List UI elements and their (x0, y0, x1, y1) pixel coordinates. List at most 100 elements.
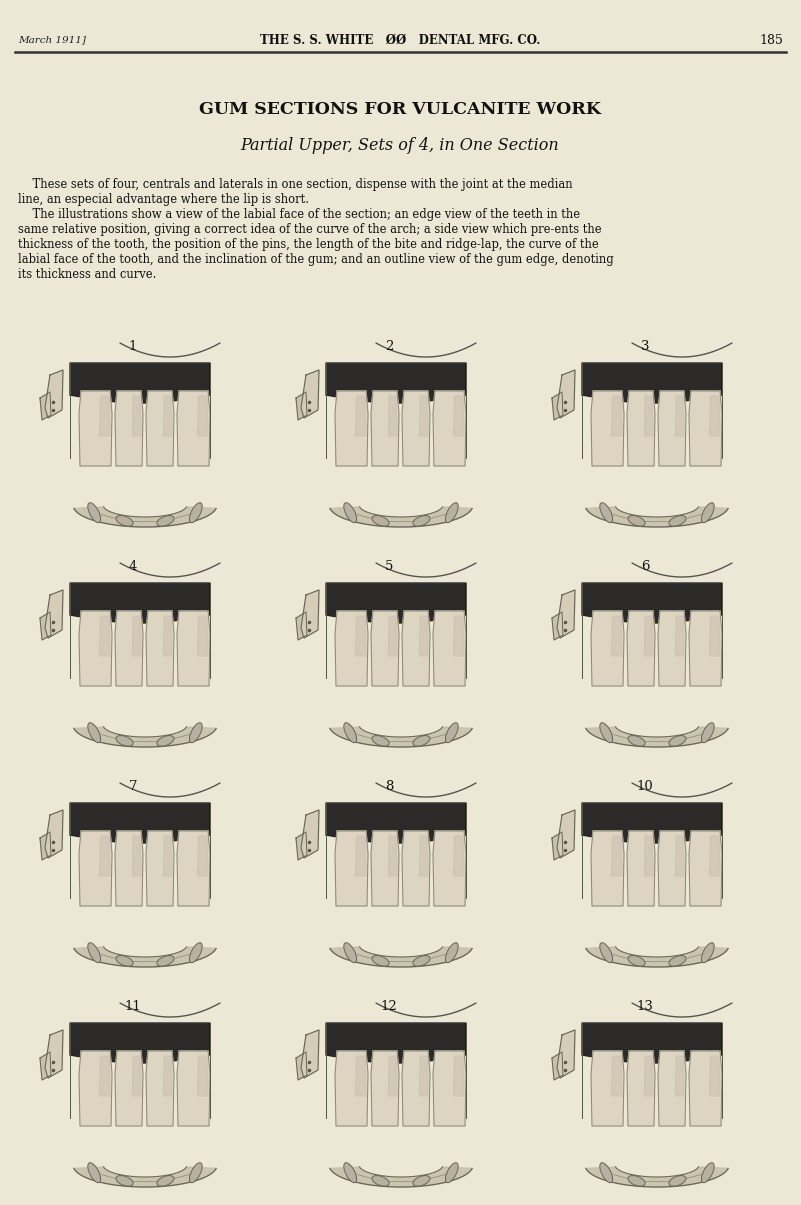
Polygon shape (453, 836, 464, 876)
Ellipse shape (600, 1163, 613, 1183)
Polygon shape (326, 583, 466, 623)
Ellipse shape (628, 956, 645, 966)
Ellipse shape (116, 735, 133, 746)
Text: 1: 1 (129, 341, 137, 353)
Ellipse shape (372, 1176, 389, 1186)
Text: 11: 11 (125, 1000, 141, 1013)
Polygon shape (326, 1023, 466, 1063)
Polygon shape (557, 1030, 575, 1078)
Polygon shape (99, 616, 110, 656)
Polygon shape (420, 616, 428, 656)
Polygon shape (658, 390, 686, 466)
Text: The illustrations show a view of the labial face of the section; an edge view of: The illustrations show a view of the lab… (18, 208, 580, 221)
Polygon shape (402, 390, 430, 466)
Ellipse shape (628, 735, 645, 746)
Polygon shape (198, 616, 208, 656)
Text: 2: 2 (384, 341, 393, 353)
Polygon shape (177, 611, 210, 686)
Polygon shape (301, 1030, 319, 1078)
Polygon shape (371, 1051, 399, 1125)
Polygon shape (40, 831, 51, 860)
Ellipse shape (157, 956, 174, 966)
Polygon shape (45, 810, 63, 858)
Polygon shape (132, 1056, 141, 1097)
Polygon shape (79, 831, 112, 906)
Polygon shape (74, 727, 216, 747)
Polygon shape (296, 831, 307, 860)
Polygon shape (433, 831, 466, 906)
Polygon shape (115, 390, 143, 466)
Ellipse shape (702, 942, 714, 963)
Polygon shape (115, 1051, 143, 1125)
Polygon shape (552, 612, 563, 640)
Text: THE S. S. WHITE   ØØ   DENTAL MFG. CO.: THE S. S. WHITE ØØ DENTAL MFG. CO. (260, 34, 540, 47)
Text: These sets of four, centrals and laterals in one section, dispense with the join: These sets of four, centrals and lateral… (18, 178, 573, 192)
Ellipse shape (189, 502, 202, 523)
Ellipse shape (600, 723, 613, 742)
Ellipse shape (189, 1163, 202, 1183)
Polygon shape (74, 947, 216, 966)
Polygon shape (330, 727, 472, 747)
Polygon shape (371, 831, 399, 906)
Ellipse shape (669, 1176, 686, 1186)
Polygon shape (552, 1052, 563, 1080)
Polygon shape (330, 947, 472, 966)
Polygon shape (591, 611, 624, 686)
Polygon shape (644, 1056, 653, 1097)
Polygon shape (330, 507, 472, 527)
Polygon shape (198, 1056, 208, 1097)
Polygon shape (689, 611, 722, 686)
Polygon shape (591, 1051, 624, 1125)
Ellipse shape (669, 516, 686, 527)
Polygon shape (552, 831, 563, 860)
Polygon shape (115, 831, 143, 906)
Text: 3: 3 (641, 341, 650, 353)
Ellipse shape (189, 723, 202, 742)
Polygon shape (388, 616, 397, 656)
Polygon shape (433, 611, 466, 686)
Ellipse shape (88, 942, 101, 963)
Polygon shape (99, 836, 110, 876)
Polygon shape (675, 616, 684, 656)
Polygon shape (99, 396, 110, 436)
Polygon shape (586, 507, 728, 527)
Ellipse shape (600, 942, 613, 963)
Ellipse shape (157, 1176, 174, 1186)
Polygon shape (689, 1051, 722, 1125)
Text: thickness of the tooth, the position of the pins, the length of the bite and rid: thickness of the tooth, the position of … (18, 239, 599, 251)
Ellipse shape (669, 956, 686, 966)
Polygon shape (388, 396, 397, 436)
Polygon shape (326, 803, 466, 844)
Polygon shape (582, 803, 722, 844)
Ellipse shape (157, 516, 174, 527)
Polygon shape (557, 810, 575, 858)
Ellipse shape (344, 502, 356, 523)
Polygon shape (146, 1051, 174, 1125)
Ellipse shape (702, 1163, 714, 1183)
Polygon shape (70, 583, 210, 623)
Polygon shape (402, 611, 430, 686)
Polygon shape (586, 727, 728, 747)
Polygon shape (644, 616, 653, 656)
Polygon shape (198, 396, 208, 436)
Ellipse shape (88, 1163, 101, 1183)
Text: 12: 12 (380, 1000, 397, 1013)
Polygon shape (557, 370, 575, 418)
Polygon shape (70, 803, 210, 844)
Polygon shape (371, 611, 399, 686)
Polygon shape (132, 836, 141, 876)
Ellipse shape (189, 942, 202, 963)
Polygon shape (163, 1056, 172, 1097)
Polygon shape (710, 396, 720, 436)
Ellipse shape (372, 735, 389, 746)
Ellipse shape (413, 1176, 430, 1186)
Polygon shape (70, 1023, 210, 1063)
Text: 13: 13 (637, 1000, 654, 1013)
Ellipse shape (372, 516, 389, 527)
Polygon shape (675, 836, 684, 876)
Text: 4: 4 (129, 560, 137, 574)
Text: Partial Upper, Sets of 4, in One Section: Partial Upper, Sets of 4, in One Section (240, 136, 559, 153)
Ellipse shape (669, 735, 686, 746)
Polygon shape (356, 1056, 366, 1097)
Polygon shape (163, 836, 172, 876)
